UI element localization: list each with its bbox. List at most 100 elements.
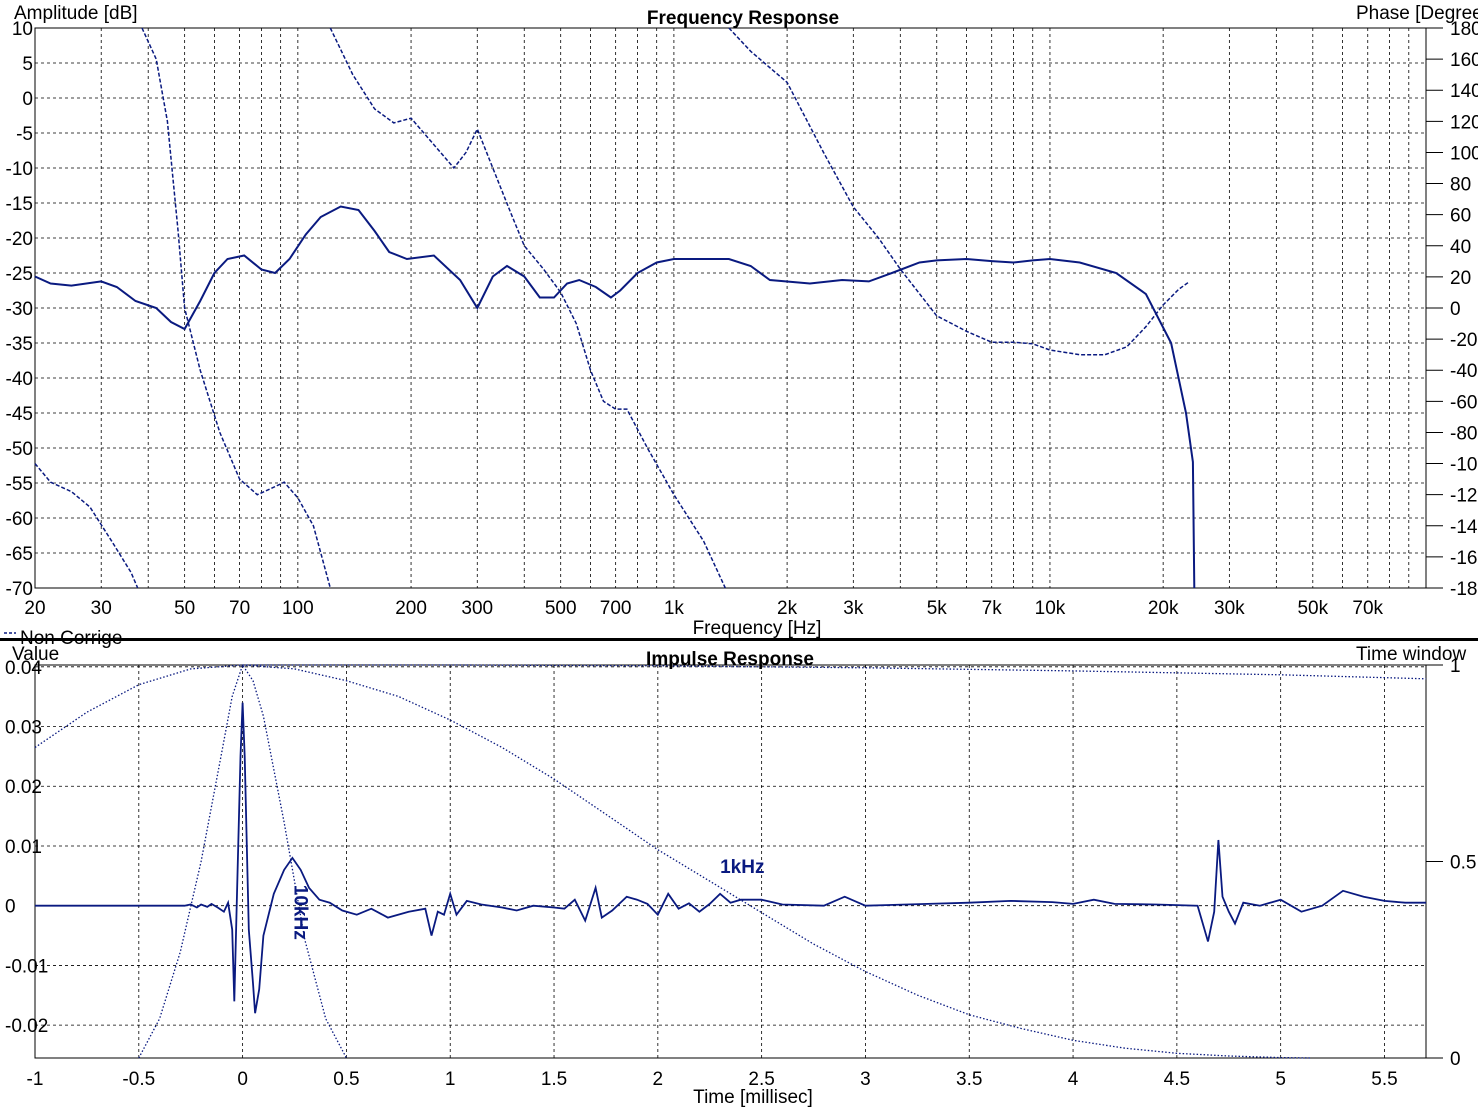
amplitude-tick-label: -60 [6, 509, 33, 530]
value-tick-label: -0.02 [5, 1016, 48, 1037]
time-tick-label: -0.5 [122, 1069, 155, 1090]
phase-tick-label: -40 [1450, 361, 1477, 382]
frequency-tick-label: 30 [91, 598, 112, 619]
phase-tick-label: -160 [1450, 548, 1478, 569]
time-tick-labels: -1 -0.5 0 0.5 1 1.5 2 2.5 3 3.5 4 4.5 5 5.5 [27, 1069, 1398, 1090]
phase-tick-label: 100 [1450, 143, 1478, 164]
amplitude-tick-label: -70 [6, 579, 33, 600]
panel-separator[interactable] [0, 638, 1478, 641]
phase-tick-label: 160 [1450, 50, 1478, 71]
amplitude-tick-label: -5 [16, 124, 33, 145]
amplitude-tick-label: -25 [6, 264, 33, 285]
amplitude-tick-label: -55 [6, 474, 33, 495]
frequency-tick-label: 7k [982, 598, 1003, 619]
frequency-tick-label: 2k [777, 598, 798, 619]
frequency-tick-label: 50 [174, 598, 195, 619]
phase-tick-label: 20 [1450, 268, 1471, 289]
time-window-axis-title: Time window [1356, 644, 1466, 665]
frequency-tick-label: 70 [229, 598, 250, 619]
frequency-chart-title: Frequency Response [647, 8, 839, 29]
time-tick-label: 0.5 [333, 1069, 359, 1090]
time-tick-label: 3.5 [956, 1069, 982, 1090]
amplitude-tick-label: -40 [6, 369, 33, 390]
amplitude-tick-label: 0 [22, 89, 33, 110]
phase-axis-title: Phase [Degrees] [1356, 3, 1478, 24]
frequency-tick-label: 3k [843, 598, 864, 619]
time-tick-label: 2 [653, 1069, 664, 1090]
frequency-tick-label: 5k [927, 598, 948, 619]
amplitude-tick-labels: 10 5 0 -5 -10 -15 -20 -25 -30 -35 -40 -45 -50 -55 -60 -… [6, 19, 33, 600]
amplitude-tick-label: 5 [22, 54, 33, 75]
phase-tick-label: -80 [1450, 423, 1477, 444]
value-tick-label: -0.01 [5, 956, 48, 977]
time-tick-label: 5 [1275, 1069, 1286, 1090]
phase-tick-label: -100 [1450, 455, 1478, 476]
phase-tick-label: -60 [1450, 392, 1477, 413]
impulse-response-chart[interactable]: -1 -0.5 0 0.5 1 1.5 2 2.5 3 3.5 4 4.5 5 5.5 0.040.030… [5, 644, 1476, 1108]
amplitude-tick-label: -30 [6, 299, 33, 320]
time-tick-label: -1 [27, 1069, 44, 1090]
amplitude-axis-title: Amplitude [dB] [14, 3, 138, 24]
impulse-series [35, 702, 1426, 1014]
frequency-tick-label: 1k [664, 598, 685, 619]
time-axis-title: Time [millisec] [693, 1087, 813, 1108]
amplitude-tick-label: -45 [6, 404, 33, 425]
amplitude-tick-label: -15 [6, 194, 33, 215]
frequency-tick-label: 20k [1148, 598, 1179, 619]
amplitude-line [34, 205, 1196, 589]
frequency-tick-label: 700 [600, 598, 632, 619]
time-tick-label: 1 [445, 1069, 456, 1090]
window-tick-label: 0.5 [1450, 853, 1476, 874]
value-tick-label: 0.04 [5, 658, 42, 679]
window-tick-label: 1 [1450, 656, 1461, 677]
time-tick-label: 5.5 [1371, 1069, 1397, 1090]
phase-tick-label: 80 [1450, 175, 1471, 196]
frequency-tick-label: 500 [545, 598, 577, 619]
phase-line [728, 27, 1190, 356]
frequency-axis-title: Frequency [Hz] [693, 618, 822, 639]
frequency-tick-label: 300 [461, 598, 493, 619]
annotation-label: 10kHz [290, 885, 311, 940]
impulse-line [35, 702, 1426, 1014]
value-tick-label: 0.01 [5, 837, 42, 858]
phase-tick-label: -180 [1450, 579, 1478, 600]
frequency-tick-label: 10k [1035, 598, 1066, 619]
value-tick-label: 0.02 [5, 777, 42, 798]
window-flat-curve [242, 664, 1427, 680]
frequency-tick-label: 50k [1297, 598, 1328, 619]
amplitude-tick-label: 10 [12, 19, 33, 40]
time-tick-label: 0 [237, 1069, 248, 1090]
amplitude-tick-label: -20 [6, 229, 33, 250]
phase-tick-label: 40 [1450, 237, 1471, 258]
frequency-x-tick-labels: 20 30 50 70 100 200 300 500 700 1k 2k 3k 5k 7k 10k 20k 3… [24, 598, 1383, 619]
amplitude-tick-label: -50 [6, 439, 33, 460]
value-tick-label: 0 [5, 897, 16, 918]
frequency-response-chart[interactable]: 20 30 50 70 100 200 300 500 700 1k 2k 3k 5k 7k 10k 20k 3… [4, 3, 1478, 649]
phase-tick-label: -140 [1450, 517, 1478, 538]
time-tick-label: 3 [860, 1069, 871, 1090]
frequency-tick-label: 70k [1352, 598, 1383, 619]
value-tick-label: 0.03 [5, 718, 42, 739]
time-tick-label: 4.5 [1164, 1069, 1190, 1090]
frequency-tick-label: 100 [282, 598, 314, 619]
frequency-tick-label: 200 [395, 598, 427, 619]
window-tick-label: 0 [1450, 1049, 1461, 1070]
phase-tick-label: -20 [1450, 330, 1477, 351]
phase-tick-labels: 180 160 140 120 100 80 60 40 20 0 -20 -40 -60 -80 -100… [1426, 19, 1478, 600]
phase-tick-label: -120 [1450, 486, 1478, 507]
amplitude-tick-label: -35 [6, 334, 33, 355]
frequency-tick-label: 20 [24, 598, 45, 619]
phase-line [34, 463, 139, 589]
phase-tick-label: 0 [1450, 299, 1461, 320]
phase-line [329, 27, 726, 589]
value-tick-labels: 0.04 0.03 0.02 0.01 0 -0.01 -0.02 [5, 658, 48, 1037]
time-tick-label: 2.5 [748, 1069, 774, 1090]
annotation-label: 1kHz [720, 857, 764, 878]
phase-tick-label: 180 [1450, 19, 1478, 40]
phase-tick-label: 60 [1450, 206, 1471, 227]
phase-tick-label: 120 [1450, 112, 1478, 133]
window-tick-labels: 10.50 [1426, 656, 1476, 1070]
